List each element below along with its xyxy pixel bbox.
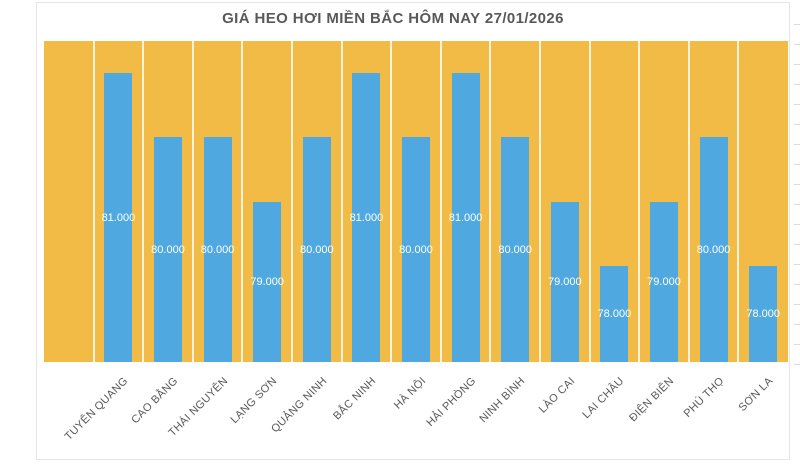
bar-6[interactable]: 81.000 xyxy=(350,73,383,362)
spreadsheet-gridline-stub xyxy=(794,64,800,65)
bar-13[interactable]: 80.000 xyxy=(696,137,731,362)
bar-4[interactable]: 79.000 xyxy=(250,201,285,362)
bar-value-label: 79.000 xyxy=(250,275,285,288)
spreadsheet-gridline-stub xyxy=(794,324,800,325)
bar-12[interactable]: 79.000 xyxy=(647,201,681,362)
bar-7[interactable]: 80.000 xyxy=(399,137,433,362)
bar-3[interactable]: 80.000 xyxy=(200,137,235,362)
bar-value-label: 81.000 xyxy=(448,211,483,224)
spreadsheet-gridline-stub xyxy=(794,124,800,125)
bar-8[interactable]: 81.000 xyxy=(448,73,483,362)
plot-area[interactable]: 81.000 80.000 80.000 79.000 80.000 81.000 80.0… xyxy=(44,41,788,362)
bar-10[interactable]: 79.000 xyxy=(547,201,582,362)
spreadsheet-gridline-stub xyxy=(794,164,800,165)
spreadsheet-gridline-stub xyxy=(794,44,800,45)
bar-9[interactable]: 80.000 xyxy=(498,137,533,362)
column-separator xyxy=(638,41,641,362)
spreadsheet-gridline-stub xyxy=(794,184,800,185)
bar-value-label: 80.000 xyxy=(299,243,334,256)
spreadsheet-gridline-stub xyxy=(794,364,800,365)
column-separator xyxy=(737,41,740,362)
chart-title[interactable]: GIÁ HEO HƠI MIỀN BẮC HÔM NAY 27/01/2026 xyxy=(222,10,564,27)
spreadsheet-gridline-stub xyxy=(794,84,800,85)
column-separator xyxy=(539,41,541,362)
bar-value-label: 80.000 xyxy=(200,243,235,256)
bar-value-label: 80.000 xyxy=(151,243,185,256)
bar-value-label: 78.000 xyxy=(746,307,781,320)
spreadsheet-gridline-stub xyxy=(794,144,800,145)
bar-value-label: 81.000 xyxy=(101,211,136,224)
bar-value-label: 79.000 xyxy=(647,275,681,288)
spreadsheet-gridline-stub xyxy=(794,304,800,305)
bar-value-label: 80.000 xyxy=(399,243,433,256)
column-separator xyxy=(489,41,492,362)
column-separator xyxy=(191,41,194,362)
bar-1[interactable]: 81.000 xyxy=(102,73,135,362)
column-separator xyxy=(588,41,591,362)
column-separator xyxy=(291,41,293,362)
bar-value-label: 78.000 xyxy=(597,307,632,320)
column-separator xyxy=(142,41,145,362)
spreadsheet-gridline-stub xyxy=(794,244,800,245)
bar-14[interactable]: 78.000 xyxy=(746,265,781,362)
bar-value-label: 81.000 xyxy=(349,211,384,224)
spreadsheet-gridline-stub xyxy=(794,24,800,25)
bar-11[interactable]: 78.000 xyxy=(598,265,631,362)
bar-value-label: 80.000 xyxy=(696,243,731,256)
spreadsheet-gridline-stub xyxy=(794,104,800,105)
spreadsheet-gridline-stub xyxy=(794,224,800,225)
spreadsheet-gridline-stub xyxy=(794,264,800,265)
spreadsheet-gridline-stub xyxy=(794,344,800,345)
column-separator xyxy=(687,41,690,362)
bar-2[interactable]: 80.000 xyxy=(151,137,185,362)
bar-value-label: 79.000 xyxy=(547,275,582,288)
column-separator xyxy=(92,41,95,362)
column-separator xyxy=(390,41,393,362)
bar-5[interactable]: 80.000 xyxy=(299,137,334,362)
spreadsheet-gridline-stub xyxy=(794,284,800,285)
column-separator xyxy=(439,41,442,362)
spreadsheet-gridline-stub xyxy=(794,204,800,205)
bar-value-label: 80.000 xyxy=(498,243,533,256)
column-separator xyxy=(340,41,343,362)
column-separator xyxy=(241,41,244,362)
